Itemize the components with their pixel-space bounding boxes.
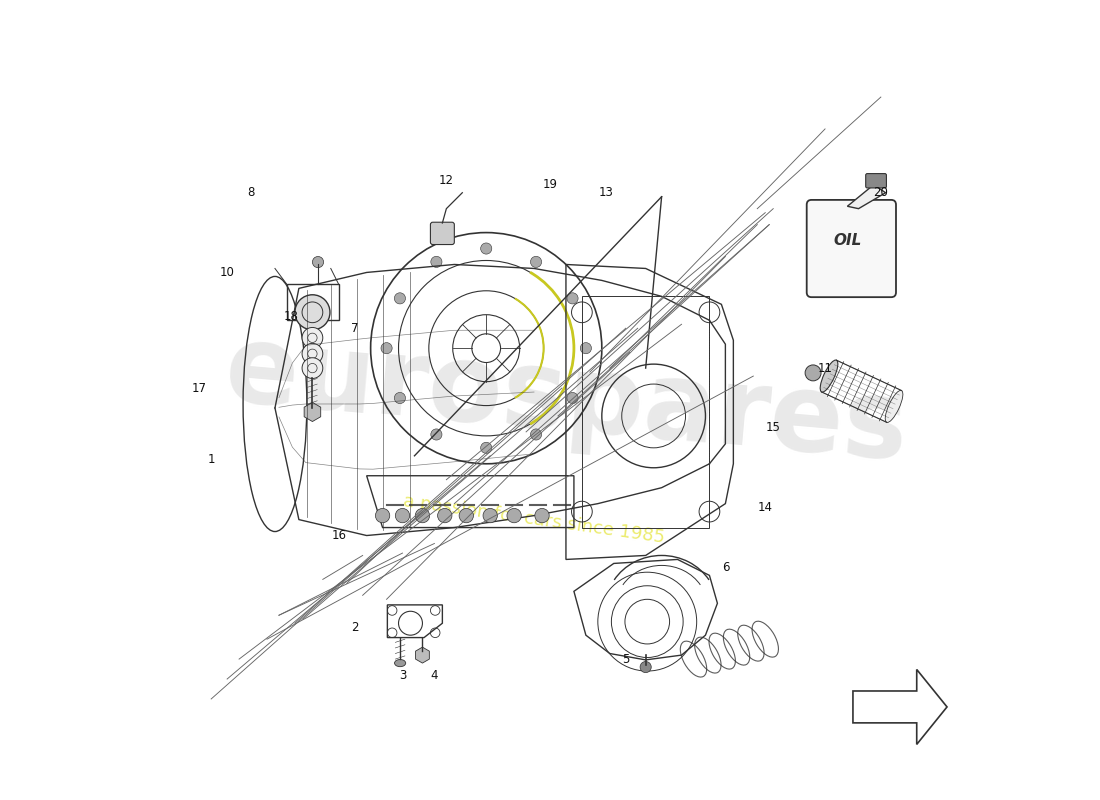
Circle shape <box>640 662 651 673</box>
Text: 18: 18 <box>284 310 298 322</box>
Text: 4: 4 <box>431 669 438 682</box>
Circle shape <box>481 442 492 454</box>
Circle shape <box>302 343 322 364</box>
Circle shape <box>302 327 322 348</box>
Text: 5: 5 <box>621 653 629 666</box>
Circle shape <box>530 429 541 440</box>
Text: 2: 2 <box>351 621 359 634</box>
Circle shape <box>530 256 541 267</box>
Circle shape <box>394 393 406 403</box>
Text: 15: 15 <box>766 422 781 434</box>
Text: 14: 14 <box>758 501 772 514</box>
Text: 20: 20 <box>873 186 889 199</box>
Text: a passion for cars since 1985: a passion for cars since 1985 <box>403 492 666 547</box>
Circle shape <box>394 293 406 304</box>
Text: 16: 16 <box>331 529 346 542</box>
FancyBboxPatch shape <box>806 200 896 297</box>
Circle shape <box>375 509 389 522</box>
Ellipse shape <box>886 390 903 422</box>
Text: 1: 1 <box>208 454 214 466</box>
Circle shape <box>295 294 330 330</box>
Circle shape <box>431 256 442 267</box>
Text: 11: 11 <box>817 362 833 374</box>
FancyBboxPatch shape <box>866 174 887 188</box>
Text: 3: 3 <box>399 669 406 682</box>
Text: 12: 12 <box>439 174 454 187</box>
Circle shape <box>483 509 497 522</box>
Ellipse shape <box>395 659 406 666</box>
Circle shape <box>459 509 473 522</box>
Text: 10: 10 <box>220 266 234 279</box>
Circle shape <box>312 257 323 268</box>
Circle shape <box>581 342 592 354</box>
FancyBboxPatch shape <box>430 222 454 245</box>
Circle shape <box>431 429 442 440</box>
Text: 8: 8 <box>248 186 255 199</box>
Circle shape <box>481 243 492 254</box>
Circle shape <box>416 509 430 522</box>
Circle shape <box>535 509 549 522</box>
Circle shape <box>566 393 579 403</box>
Circle shape <box>302 358 322 378</box>
Circle shape <box>395 509 409 522</box>
Polygon shape <box>847 185 886 209</box>
Circle shape <box>438 509 452 522</box>
Text: 7: 7 <box>351 322 359 334</box>
Text: 6: 6 <box>722 561 729 574</box>
Circle shape <box>805 365 821 381</box>
Text: 19: 19 <box>542 178 558 191</box>
Text: eurospares: eurospares <box>220 318 912 482</box>
Text: OIL: OIL <box>833 233 861 248</box>
Text: 17: 17 <box>191 382 207 394</box>
Circle shape <box>507 509 521 522</box>
Text: 13: 13 <box>598 186 613 199</box>
Circle shape <box>381 342 393 354</box>
Circle shape <box>566 293 579 304</box>
Ellipse shape <box>821 360 838 392</box>
